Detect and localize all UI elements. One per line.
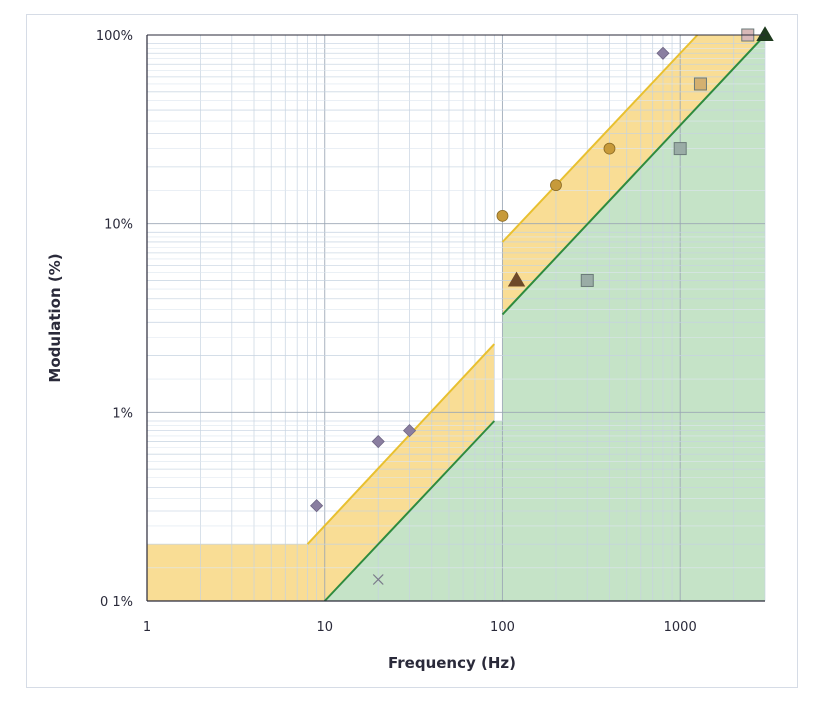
x-tick-label-1: 10 [316, 620, 333, 635]
diamond-marker-0-2 [402, 424, 417, 438]
x-tick-label-0: 1 [143, 620, 151, 635]
y-tick-label-2: 10% [104, 218, 133, 233]
x-marker-7-0-b [372, 574, 384, 585]
y-axis-title: Modulation (%) [46, 253, 64, 382]
circle-marker-1-0 [496, 209, 509, 222]
diamond-marker-0-3 [656, 46, 670, 60]
region-1 [324, 35, 765, 601]
axes-layer [146, 34, 765, 602]
boundary-line-3 [501, 34, 766, 316]
square-marker-5-0 [693, 77, 707, 91]
grid-layer [146, 35, 766, 602]
square-marker-4-0 [580, 273, 594, 287]
square-marker-4-1 [673, 142, 687, 156]
boundary-line-1 [501, 34, 699, 243]
boundary-layer [306, 34, 766, 602]
circle-marker-1-2 [603, 142, 616, 155]
y-tick-label-1: 1% [112, 406, 133, 421]
ticks-layer: 1 10 100 1000 0 1% 1% 10% 100% [96, 29, 697, 635]
diamond-marker-0-1 [371, 434, 385, 449]
diamond-marker-0-0 [310, 499, 324, 513]
x-tick-label-2: 100 [490, 620, 515, 635]
boundary-line-2 [323, 420, 496, 602]
triangle-marker-2-0 [507, 271, 526, 287]
x-marker-7-0 [372, 574, 384, 585]
y-tick-label-0: 0 1% [100, 595, 133, 610]
circle-marker-1-1 [550, 179, 562, 192]
triangle-marker-3-0 [756, 26, 774, 41]
boundary-line-0 [306, 343, 496, 545]
x-tick-label-3: 1000 [664, 620, 697, 635]
regions-layer [147, 35, 765, 601]
x-axis-title: Frequency (Hz) [388, 654, 516, 672]
markers-layer [310, 26, 774, 585]
y-tick-label-3: 100% [96, 29, 133, 44]
